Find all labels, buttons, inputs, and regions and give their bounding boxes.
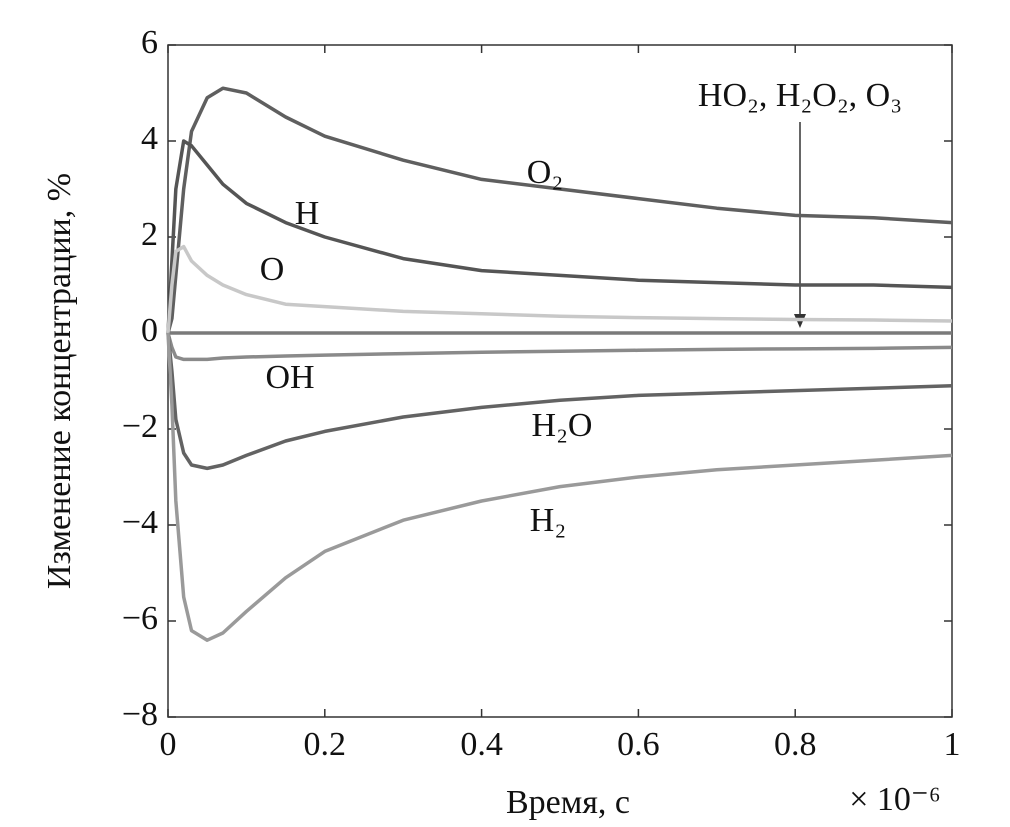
y-tick-label: −2 — [122, 408, 158, 445]
x-multiplier: × 10⁻⁶ — [849, 781, 940, 818]
x-tick-label: 1 — [944, 726, 961, 763]
y-tick-label: −4 — [122, 504, 158, 541]
x-tick-label: 0.6 — [617, 726, 660, 763]
y-axis-label: Изменение концентрации, % — [41, 173, 78, 589]
y-tick-label: 4 — [141, 120, 158, 157]
series-line — [166, 332, 953, 471]
series-label: H₂ — [530, 502, 566, 539]
series-label: H₂O — [532, 407, 593, 444]
x-tick-label: 0.4 — [460, 726, 503, 763]
series-label: O — [260, 251, 285, 288]
x-tick-label: 0.2 — [304, 726, 347, 763]
y-tick-label: 6 — [141, 24, 158, 61]
series-line — [166, 86, 953, 334]
plot-frame — [167, 44, 953, 718]
series-line — [166, 244, 953, 334]
y-tick-label: 2 — [141, 216, 158, 253]
series-line — [166, 332, 953, 642]
series-label: H — [295, 195, 320, 232]
x-axis-label: Время, с — [506, 784, 630, 821]
series-line — [166, 139, 953, 334]
series-label: O₂ — [527, 154, 563, 191]
y-tick-label: −6 — [122, 600, 158, 637]
series-label: OH — [265, 359, 314, 396]
y-tick-label: −8 — [122, 696, 158, 733]
x-tick-label: 0.8 — [774, 726, 817, 763]
series-line — [166, 332, 953, 362]
x-tick-label: 0 — [160, 726, 177, 763]
y-tick-label: 0 — [141, 312, 158, 349]
annotation: HO₂, H₂O₂, O₃ — [698, 77, 902, 114]
